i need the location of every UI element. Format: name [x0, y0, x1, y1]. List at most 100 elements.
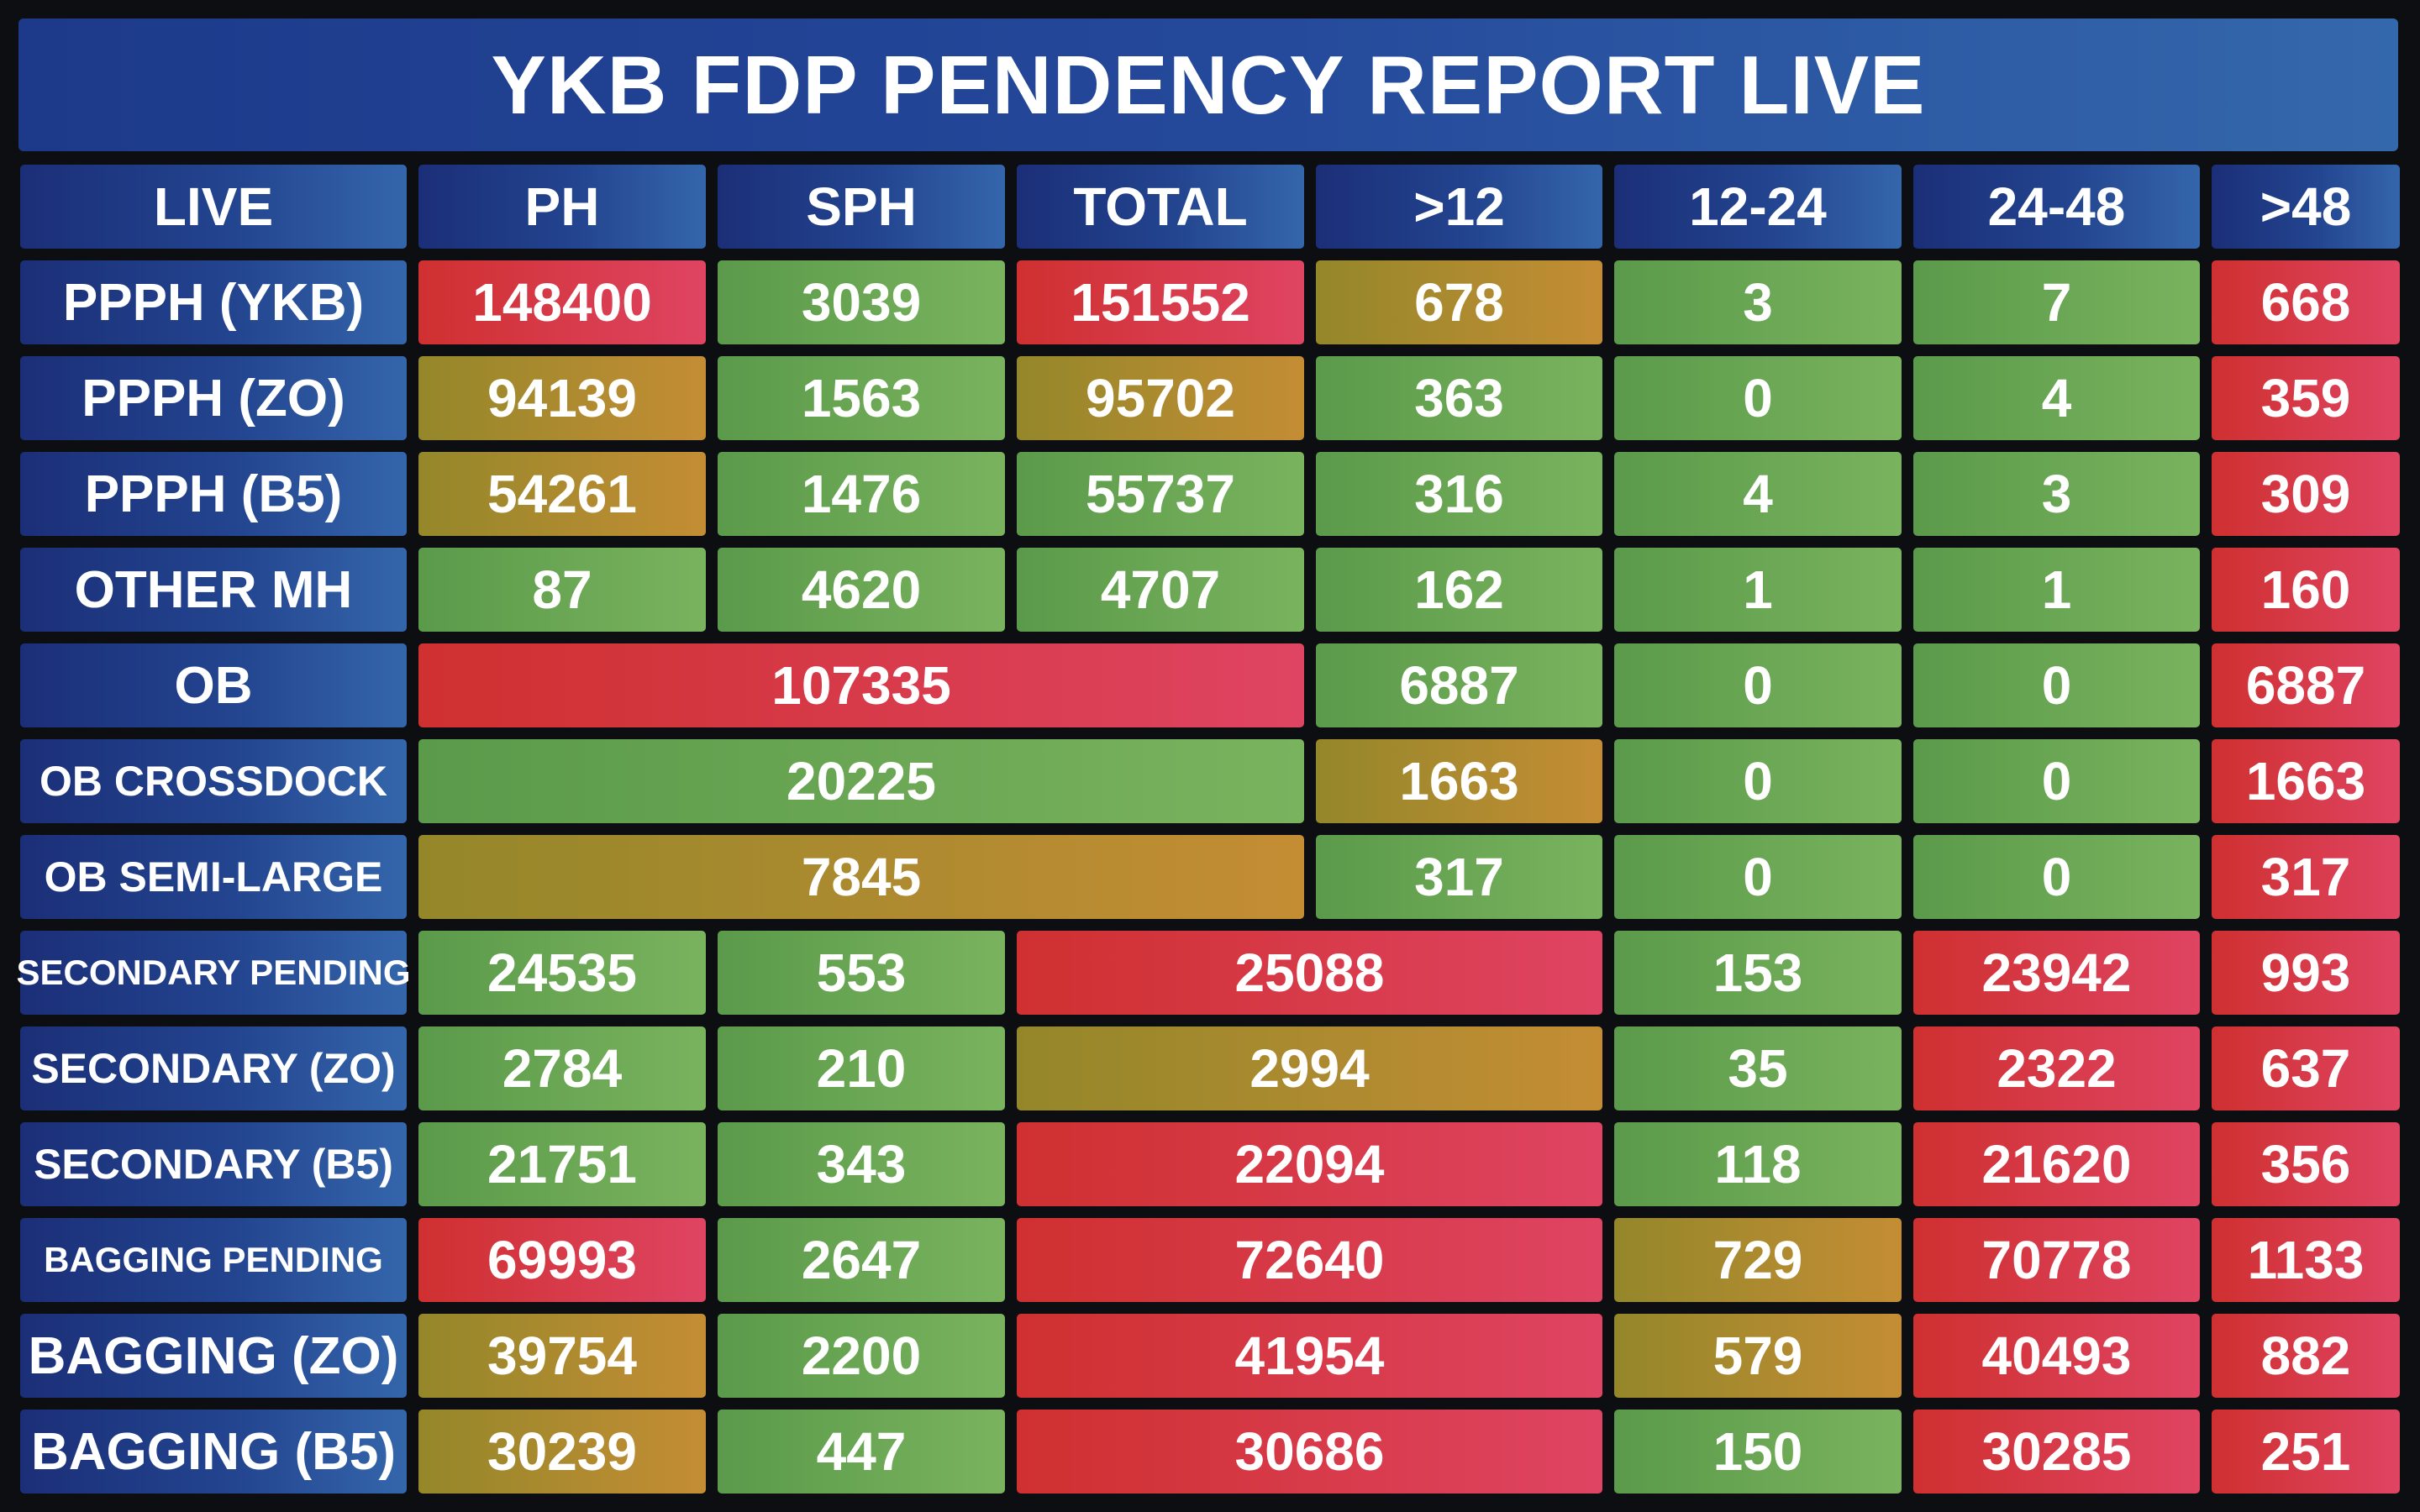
value-cell: 6887 — [1316, 643, 1602, 727]
value-cell: 1133 — [2212, 1218, 2400, 1302]
column-header-gt48: >48 — [2212, 165, 2400, 249]
row-label: PPPH (ZO) — [20, 356, 407, 440]
value-cell: 2200 — [718, 1314, 1005, 1398]
value-cell: 343 — [718, 1122, 1005, 1206]
value-cell: 637 — [2212, 1026, 2400, 1110]
value-cell: 1 — [1913, 548, 2200, 632]
row-label: OB SEMI-LARGE — [20, 835, 407, 919]
value-cell: 87 — [418, 548, 706, 632]
column-header-sph: SPH — [718, 165, 1005, 249]
row-label: OB CROSSDOCK — [20, 739, 407, 823]
value-cell: 0 — [1913, 643, 2200, 727]
value-cell: 72640 — [1017, 1218, 1602, 1302]
value-cell: 25088 — [1017, 931, 1602, 1015]
value-cell: 356 — [2212, 1122, 2400, 1206]
value-cell: 3 — [1614, 260, 1902, 344]
value-cell: 0 — [1913, 835, 2200, 919]
value-cell: 251 — [2212, 1410, 2400, 1494]
row-label: OB — [20, 643, 407, 727]
value-cell: 40493 — [1913, 1314, 2200, 1398]
value-cell: 2784 — [418, 1026, 706, 1110]
row-label: BAGGING PENDING — [20, 1218, 407, 1302]
value-cell: 21620 — [1913, 1122, 2200, 1206]
value-cell: 0 — [1614, 739, 1902, 823]
value-cell: 4620 — [718, 548, 1005, 632]
row-label: BAGGING (B5) — [20, 1410, 407, 1494]
value-cell: 0 — [1614, 356, 1902, 440]
report-title: YKB FDP PENDENCY REPORT LIVE — [18, 18, 2398, 151]
value-cell: 7 — [1913, 260, 2200, 344]
value-cell: 316 — [1316, 452, 1602, 536]
row-label: SECONDARY PENDING — [16, 931, 411, 1015]
row-label: PPPH (B5) — [20, 452, 407, 536]
value-cell: 107335 — [418, 643, 1304, 727]
value-cell: 41954 — [1017, 1314, 1602, 1398]
value-cell: 162 — [1316, 548, 1602, 632]
value-cell: 2647 — [718, 1218, 1005, 1302]
value-cell: 4 — [1614, 452, 1902, 536]
value-cell: 69993 — [418, 1218, 706, 1302]
value-cell: 151552 — [1017, 260, 1304, 344]
value-cell: 30285 — [1913, 1410, 2200, 1494]
value-cell: 447 — [718, 1410, 1005, 1494]
row-label: SECONDARY (B5) — [20, 1122, 407, 1206]
value-cell: 729 — [1614, 1218, 1902, 1302]
value-cell: 882 — [2212, 1314, 2400, 1398]
value-cell: 39754 — [418, 1314, 706, 1398]
column-header-12-24: 12-24 — [1614, 165, 1902, 249]
value-cell: 210 — [718, 1026, 1005, 1110]
value-cell: 1476 — [718, 452, 1005, 536]
value-cell: 4707 — [1017, 548, 1304, 632]
value-cell: 2994 — [1017, 1026, 1602, 1110]
value-cell: 118 — [1614, 1122, 1902, 1206]
value-cell: 359 — [2212, 356, 2400, 440]
value-cell: 317 — [1316, 835, 1602, 919]
value-cell: 148400 — [418, 260, 706, 344]
value-cell: 7845 — [418, 835, 1304, 919]
value-cell: 24535 — [418, 931, 706, 1015]
value-cell: 23942 — [1913, 931, 2200, 1015]
value-cell: 678 — [1316, 260, 1602, 344]
value-cell: 363 — [1316, 356, 1602, 440]
value-cell: 70778 — [1913, 1218, 2200, 1302]
column-header-24-48: 24-48 — [1913, 165, 2200, 249]
value-cell: 668 — [2212, 260, 2400, 344]
value-cell: 160 — [2212, 548, 2400, 632]
value-cell: 579 — [1614, 1314, 1902, 1398]
value-cell: 2322 — [1913, 1026, 2200, 1110]
value-cell: 150 — [1614, 1410, 1902, 1494]
value-cell: 309 — [2212, 452, 2400, 536]
value-cell: 54261 — [418, 452, 706, 536]
value-cell: 22094 — [1017, 1122, 1602, 1206]
value-cell: 21751 — [418, 1122, 706, 1206]
value-cell: 95702 — [1017, 356, 1304, 440]
column-header-total: TOTAL — [1017, 165, 1304, 249]
row-label: OTHER MH — [20, 548, 407, 632]
row-label: BAGGING (ZO) — [20, 1314, 407, 1398]
value-cell: 4 — [1913, 356, 2200, 440]
value-cell: 55737 — [1017, 452, 1304, 536]
value-cell: 0 — [1614, 835, 1902, 919]
value-cell: 1663 — [1316, 739, 1602, 823]
value-cell: 35 — [1614, 1026, 1902, 1110]
value-cell: 3 — [1913, 452, 2200, 536]
value-cell: 153 — [1614, 931, 1902, 1015]
row-label: SECONDARY (ZO) — [20, 1026, 407, 1110]
value-cell: 317 — [2212, 835, 2400, 919]
value-cell: 20225 — [418, 739, 1304, 823]
value-cell: 1 — [1614, 548, 1902, 632]
value-cell: 3039 — [718, 260, 1005, 344]
value-cell: 0 — [1913, 739, 2200, 823]
value-cell: 30239 — [418, 1410, 706, 1494]
column-header-ph: PH — [418, 165, 706, 249]
value-cell: 94139 — [418, 356, 706, 440]
value-cell: 30686 — [1017, 1410, 1602, 1494]
value-cell: 1663 — [2212, 739, 2400, 823]
row-label: PPPH (YKB) — [20, 260, 407, 344]
value-cell: 553 — [718, 931, 1005, 1015]
column-header-live: LIVE — [20, 165, 407, 249]
value-cell: 1563 — [718, 356, 1005, 440]
value-cell: 6887 — [2212, 643, 2400, 727]
column-header-gt12: >12 — [1316, 165, 1602, 249]
